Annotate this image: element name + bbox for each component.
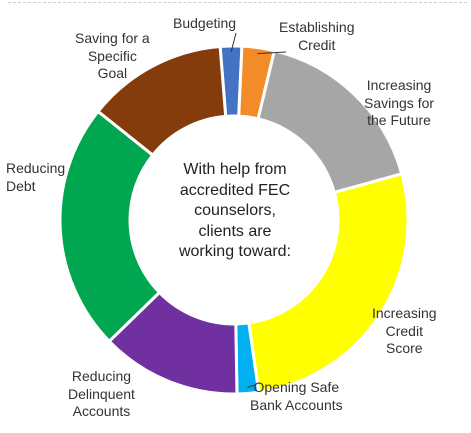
- slice-label-reducing-debt: Reducing Debt: [6, 160, 66, 194]
- center-text-line-5: working toward:: [178, 243, 292, 260]
- center-text: With help from accredited FEC counselors…: [160, 160, 310, 263]
- leader-line-opening-safe-bank-accounts: [247, 384, 256, 388]
- slice-label-increasing-credit-score: Increasing Credit Score: [372, 305, 437, 356]
- top-divider: [8, 2, 467, 3]
- leader-lines: [230, 32, 287, 388]
- slice-label-opening-safe-bank-accounts: Opening Safe Bank Accounts: [250, 379, 343, 413]
- center-text-line-3: counselors,: [194, 202, 276, 219]
- center-text-line-1: With help from: [183, 161, 287, 178]
- slice-label-budgeting: Budgeting: [173, 15, 237, 31]
- slice-label-reducing-delinquent: Reducing Delinquent Accounts: [68, 368, 135, 419]
- slice-label-establishing-credit: Establishing Credit: [279, 19, 355, 53]
- slice-increasing-credit-score: [247, 171, 410, 394]
- leader-line-budgeting: [230, 32, 237, 53]
- center-text-line-4: clients are: [198, 222, 272, 240]
- slice-label-saving-specific-goal: Saving for a Specific Goal: [75, 30, 150, 81]
- slice-label-increasing-savings: Increasing Savings for the Future: [364, 77, 435, 128]
- slice-reducing-debt: [58, 109, 162, 344]
- slice-saving-for-a-specific-goal: [95, 44, 228, 158]
- donut-slices: [58, 44, 410, 396]
- center-text-line-2: accredited FEC: [179, 181, 291, 199]
- leader-line-establishing-credit: [257, 51, 287, 55]
